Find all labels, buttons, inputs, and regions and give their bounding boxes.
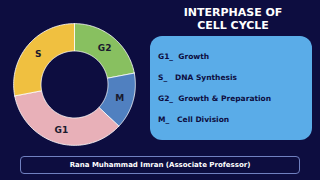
svg-text:M: M — [115, 93, 124, 103]
html-text:M_ Cell Division: M_ Cell Division — [158, 115, 230, 124]
html-text:G1_ Growth: G1_ Growth — [158, 52, 210, 61]
svg-text:G2: G2 — [98, 43, 112, 53]
html-text:S_ DNA Synthesis: S_ DNA Synthesis — [158, 73, 237, 82]
svg-text:S: S — [35, 49, 41, 59]
html-text:G2_ Growth & Preparation: G2_ Growth & Preparation — [158, 94, 272, 103]
svg-text:G1: G1 — [55, 125, 69, 135]
html-text:INTERPHASE OF CELL CYCLE: INTERPHASE OF CELL CYCLE — [183, 6, 283, 32]
html-text:Rana Muhammad Imran (Associate: Rana Muhammad Imran (Associate Professor… — [69, 161, 251, 169]
